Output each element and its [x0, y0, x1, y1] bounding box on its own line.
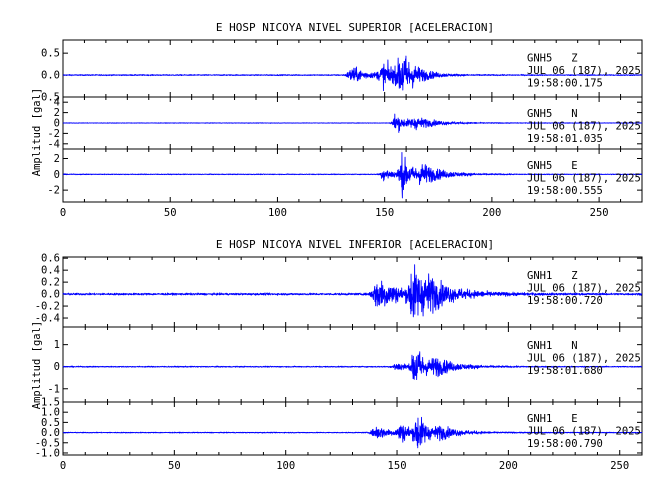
- y-tick-label: -1: [47, 383, 60, 395]
- date-label: JUL 06 (187), 2025: [527, 426, 641, 438]
- x-tick-label: 150: [375, 207, 394, 219]
- panel-inferior: E HOSP NICOYA NIVEL INFERIOR [ACELERACIO…: [31, 238, 643, 472]
- y-tick-label: 4: [54, 97, 60, 109]
- time-label: 19:58:00.555: [527, 185, 603, 197]
- y-axis-label: Amplitud [gal]: [31, 88, 43, 177]
- x-tick-label: 50: [164, 207, 177, 219]
- x-tick-label: 200: [482, 207, 501, 219]
- date-label: JUL 06 (187), 2025: [527, 65, 641, 77]
- x-tick-label: 250: [610, 460, 629, 472]
- y-tick-label: 0: [54, 361, 60, 373]
- y-tick-label: -0.4: [35, 313, 60, 325]
- date-label: JUL 06 (187), 2025: [527, 283, 641, 295]
- y-tick-label: 0.0: [41, 289, 60, 301]
- trace-frame: [62, 148, 643, 203]
- station-label: GNH5 N: [527, 108, 578, 120]
- y-tick-label: 1: [54, 339, 60, 351]
- y-tick-label: 0.0: [41, 427, 60, 439]
- panel-title: E HOSP NICOYA NIVEL SUPERIOR [ACELERACIO…: [216, 21, 494, 34]
- time-label: 19:58:00.175: [527, 78, 603, 90]
- x-tick-label: 250: [590, 207, 609, 219]
- y-tick-label: -2: [47, 185, 60, 197]
- x-tick-label: 100: [276, 460, 295, 472]
- time-label: 19:58:00.720: [527, 295, 603, 307]
- y-tick-label: 2: [54, 153, 60, 165]
- panel-title: E HOSP NICOYA NIVEL INFERIOR [ACELERACIO…: [216, 238, 494, 251]
- y-tick-label: -4: [47, 138, 60, 150]
- waveform-trace: [62, 416, 643, 449]
- y-tick-label: 0.0: [41, 70, 60, 82]
- date-label: JUL 06 (187), 2025: [527, 120, 641, 132]
- station-label: GNH1 E: [527, 413, 578, 425]
- time-label: 19:58:01.680: [527, 365, 603, 377]
- y-axis-label: Amplitud [gal]: [31, 321, 43, 410]
- x-tick-label: 0: [60, 460, 66, 472]
- y-tick-label: -0.2: [35, 301, 60, 313]
- y-tick-label: 0.4: [41, 265, 60, 277]
- x-tick-label: 50: [168, 460, 181, 472]
- station-label: GNH1 N: [527, 340, 578, 352]
- waveform-trace: [62, 152, 643, 199]
- date-label: JUL 06 (187), 2025: [527, 353, 641, 365]
- x-tick-label: 150: [388, 460, 407, 472]
- y-tick-label: -0.5: [35, 92, 60, 104]
- y-tick-label: 2: [54, 107, 60, 119]
- x-tick-label: 100: [268, 207, 287, 219]
- y-tick-label: -2: [47, 128, 60, 140]
- x-tick-label: 200: [499, 460, 518, 472]
- y-tick-label: 0.2: [41, 277, 60, 289]
- time-label: 19:58:00.790: [527, 438, 603, 450]
- y-tick-label: 0.6: [41, 253, 60, 265]
- station-label: GNH5 E: [527, 160, 578, 172]
- y-tick-label: 0: [54, 118, 60, 130]
- station-label: GNH1 Z: [527, 270, 578, 282]
- y-tick-label: 0: [54, 169, 60, 181]
- waveform-trace: [62, 351, 643, 381]
- y-tick-label: -1.0: [35, 447, 60, 459]
- y-tick-label: 0.5: [41, 48, 60, 60]
- y-tick-label: 1.5: [41, 397, 60, 409]
- time-label: 19:58:01.035: [527, 133, 603, 145]
- station-label: GNH5 Z: [527, 53, 578, 65]
- date-label: JUL 06 (187), 2025: [527, 173, 641, 185]
- y-tick-label: 0.5: [41, 417, 60, 429]
- y-tick-label: -0.5: [35, 437, 60, 449]
- waveform-trace: [62, 55, 643, 92]
- y-tick-label: 1.0: [41, 407, 60, 419]
- x-tick-label: 0: [60, 207, 66, 219]
- panel-superior: E HOSP NICOYA NIVEL SUPERIOR [ACELERACIO…: [31, 21, 643, 219]
- waveform-trace: [62, 113, 643, 133]
- waveform-trace: [62, 264, 643, 318]
